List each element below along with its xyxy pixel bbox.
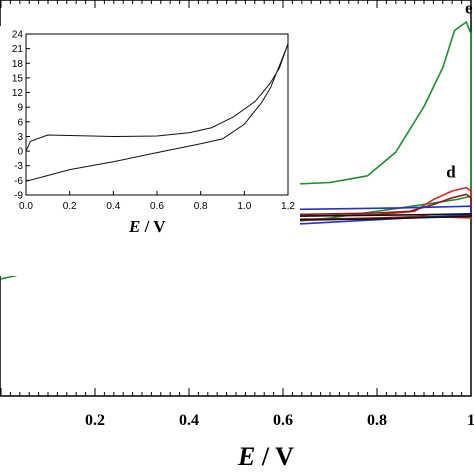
inset-x-axis-title: E / V <box>128 217 166 236</box>
main-x-tick-label-0-6: 0.6 <box>273 412 293 429</box>
inset-y-tick-label-3: 3 <box>17 132 23 143</box>
inset-y-tick-label-3: -3 <box>14 161 23 172</box>
inset-y-tick-label-12: 12 <box>12 88 24 99</box>
main-x-axis-title: E / V <box>237 442 294 471</box>
inset-plot-curves <box>25 43 289 182</box>
inset-y-tick-label-9: -9 <box>14 191 23 202</box>
inset-y-tick-label-18: 18 <box>12 59 24 70</box>
curve-label-e: e <box>465 0 473 18</box>
inset-y-tick-label-6: -6 <box>14 176 23 187</box>
main-x-tick-label-0-8: 0.8 <box>367 412 387 429</box>
main-x-tick-label-1: 1 <box>467 412 474 429</box>
inset-y-tick-label-0: 0 <box>17 147 23 158</box>
inset-x-tick-label-1-0: 1.0 <box>237 201 251 212</box>
inset-x-title-unit: / V <box>140 217 166 236</box>
main-bottom-ticks: 0.2 0.4 0.6 0.8 1 <box>0 388 474 429</box>
inset-y-tick-label-9: 9 <box>17 103 23 114</box>
inset-series-curve <box>25 43 289 182</box>
inset-x-tick-label-0-4: 0.4 <box>106 201 120 212</box>
inset-x-tick-label-0-6: 0.6 <box>150 201 164 212</box>
inset-y-tick-label-21: 21 <box>12 44 24 55</box>
inset-background <box>0 26 300 276</box>
main-x-title-symbol: E <box>237 442 255 471</box>
inset-y-tick-label-15: 15 <box>12 73 24 84</box>
inset-x-tick-label-0-0: 0.0 <box>19 201 33 212</box>
inset-x-title-symbol: E <box>128 217 140 236</box>
inset-y-tick-label-6: 6 <box>17 117 23 128</box>
main-x-title-unit: / V <box>255 442 294 471</box>
main-top-ticks <box>0 0 472 8</box>
inset-ticks: -9 -6 -3 0 3 6 9 12 15 18 21 24 0.0 0.2 0.4 0.6 0.8 1.0 1.… <box>12 30 296 213</box>
inset-x-tick-label-1-2: 1.2 <box>281 201 295 212</box>
curve-label-d: d <box>446 162 456 181</box>
inset-x-tick-label-0-2: 0.2 <box>63 201 77 212</box>
inset-y-tick-label-24: 24 <box>12 30 24 41</box>
inset-x-tick-label-0-8: 0.8 <box>194 201 208 212</box>
main-x-tick-label-0-2: 0.2 <box>85 412 105 429</box>
main-x-tick-label-0-4: 0.4 <box>179 412 199 429</box>
